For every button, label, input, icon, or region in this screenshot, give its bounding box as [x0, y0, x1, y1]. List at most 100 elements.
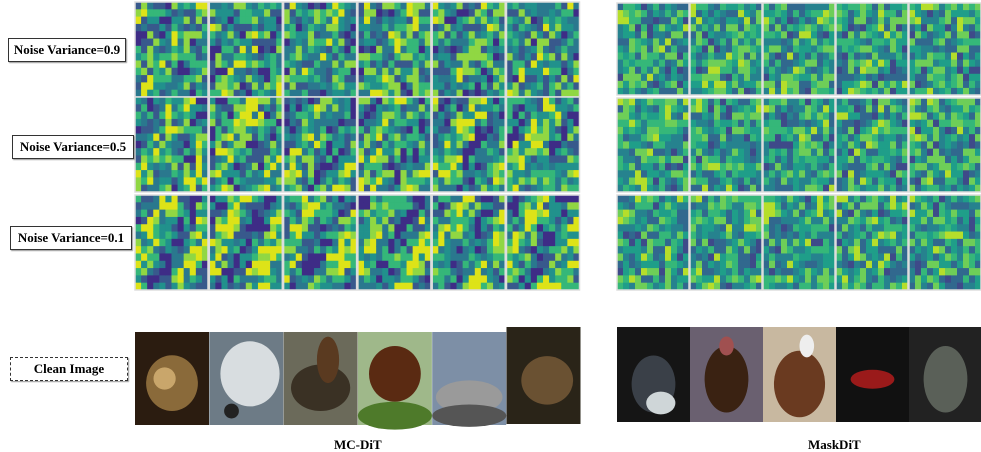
feature-cell — [463, 185, 469, 193]
feature-cell — [805, 10, 811, 17]
feature-cell — [234, 134, 240, 142]
feature-cell — [641, 163, 647, 171]
feature-cell — [513, 283, 519, 291]
feature-cell — [302, 261, 308, 269]
feature-cell — [314, 39, 320, 47]
feature-cell — [147, 268, 153, 276]
feature-cell — [537, 283, 543, 291]
feature-cell — [549, 163, 555, 171]
feature-cell — [135, 283, 141, 291]
feature-cell — [787, 3, 793, 10]
feature-cell — [811, 239, 817, 247]
feature-cell — [178, 232, 184, 240]
feature-cell — [308, 185, 314, 193]
feature-cell — [165, 275, 171, 283]
feature-cell — [629, 105, 635, 113]
feature-cell — [252, 68, 258, 76]
feature-cell — [320, 126, 326, 134]
feature-cell — [708, 261, 714, 269]
feature-cell — [438, 134, 444, 142]
feature-cell — [787, 268, 793, 276]
feature-cell — [744, 134, 750, 142]
feature-cell — [823, 210, 829, 218]
feature-cell — [787, 261, 793, 269]
feature-cell — [376, 104, 382, 112]
feature-cell — [284, 90, 290, 98]
feature-cell — [872, 253, 878, 261]
feature-cell — [338, 31, 344, 39]
feature-cell — [438, 90, 444, 98]
feature-cell — [708, 81, 714, 88]
feature-cell — [769, 217, 775, 225]
feature-cell — [184, 75, 190, 83]
feature-cell — [234, 90, 240, 98]
feature-cell — [866, 74, 872, 81]
feature-cell — [338, 112, 344, 120]
feature-cell — [659, 232, 665, 240]
feature-cell — [190, 39, 196, 47]
feature-cell — [836, 17, 842, 24]
feature-cell — [909, 67, 915, 74]
feature-cell — [147, 75, 153, 83]
feature-cell — [209, 163, 215, 171]
feature-cell — [878, 224, 884, 232]
feature-cell — [525, 68, 531, 76]
feature-cell — [927, 120, 933, 128]
feature-cell — [769, 53, 775, 60]
feature-cell — [394, 17, 400, 25]
feature-cell — [848, 239, 854, 247]
feature-cell — [469, 246, 475, 254]
feature-cell — [738, 98, 744, 106]
feature-cell — [866, 283, 872, 291]
feature-cell — [836, 202, 842, 210]
feature-cell — [531, 275, 537, 283]
feature-cell — [945, 81, 951, 88]
feature-cell — [842, 112, 848, 120]
feature-map — [358, 195, 431, 290]
feature-cell — [507, 202, 513, 210]
feature-cell — [641, 31, 647, 38]
feature-cell — [240, 134, 246, 142]
feature-cell — [284, 253, 290, 261]
feature-cell — [519, 104, 525, 112]
feature-cell — [860, 210, 866, 218]
feature-cell — [246, 202, 252, 210]
feature-cell — [963, 31, 969, 38]
feature-cell — [896, 53, 902, 60]
feature-cell — [629, 81, 635, 88]
feature-cell — [444, 119, 450, 127]
feature-cell — [836, 224, 842, 232]
feature-cell — [817, 10, 823, 17]
feature-cell — [159, 268, 165, 276]
feature-cell — [793, 53, 799, 60]
feature-cell — [531, 170, 537, 178]
feature-cell — [400, 46, 406, 54]
feature-cell — [878, 217, 884, 225]
feature-cell — [665, 156, 671, 164]
feature-cell — [481, 134, 487, 142]
feature-cell — [172, 148, 178, 156]
feature-cell — [975, 170, 981, 178]
feature-cell — [344, 134, 350, 142]
feature-cell — [799, 163, 805, 171]
feature-cell — [836, 232, 842, 240]
feature-cell — [159, 2, 165, 10]
feature-cell — [671, 163, 677, 171]
feature-cell — [561, 68, 567, 76]
feature-cell — [264, 68, 270, 76]
feature-cell — [481, 24, 487, 32]
feature-cell — [463, 210, 469, 218]
feature-cell — [364, 246, 370, 254]
feature-cell — [159, 177, 165, 185]
feature-cell — [209, 119, 215, 127]
feature-cell — [252, 224, 258, 232]
feature-cell — [939, 3, 945, 10]
feature-cell — [896, 141, 902, 149]
feature-cell — [475, 75, 481, 83]
feature-cell — [407, 24, 413, 32]
feature-cell — [382, 46, 388, 54]
feature-cell — [909, 127, 915, 135]
feature-cell — [246, 163, 252, 171]
feature-cell — [629, 253, 635, 261]
feature-cell — [878, 3, 884, 10]
